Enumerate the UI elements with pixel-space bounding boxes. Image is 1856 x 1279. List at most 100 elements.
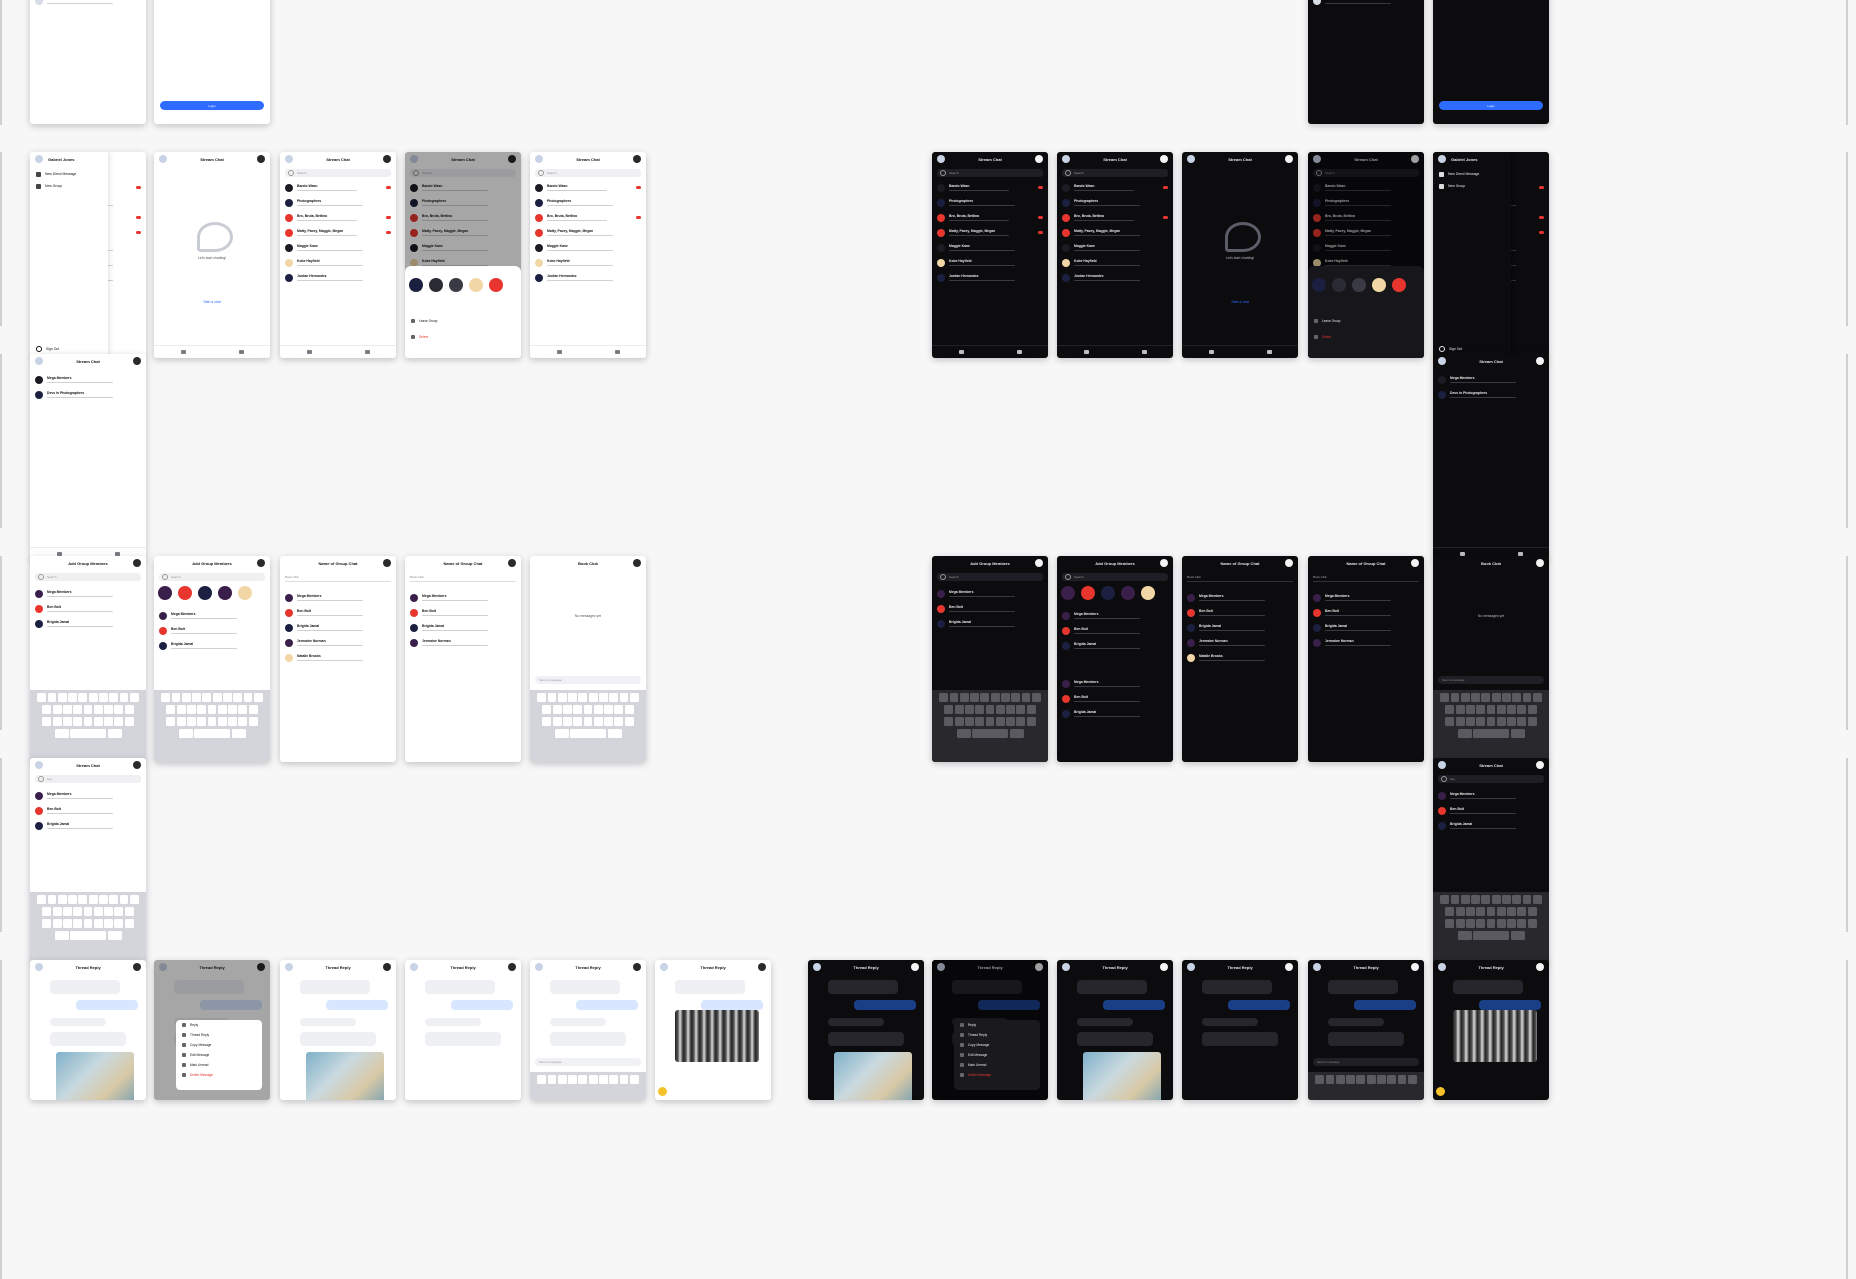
list-item[interactable]: Ben Bolt bbox=[1057, 623, 1173, 638]
list-item[interactable]: Mega Members bbox=[1433, 788, 1549, 803]
chat-tab-icon[interactable] bbox=[1083, 350, 1089, 354]
list-item[interactable]: Ben Bolt bbox=[1308, 605, 1424, 620]
key[interactable] bbox=[588, 693, 598, 702]
key[interactable] bbox=[243, 693, 253, 702]
avatar[interactable] bbox=[285, 155, 293, 163]
compose-icon[interactable] bbox=[133, 963, 141, 971]
search-input[interactable]: Search bbox=[1313, 169, 1419, 177]
key[interactable] bbox=[114, 705, 124, 714]
key[interactable] bbox=[73, 717, 83, 726]
key[interactable] bbox=[959, 693, 969, 702]
key[interactable] bbox=[104, 907, 113, 916]
list-item[interactable]: Maggie Kane bbox=[405, 240, 521, 255]
key[interactable] bbox=[166, 705, 176, 714]
key[interactable] bbox=[63, 919, 72, 928]
key[interactable] bbox=[1440, 895, 1450, 904]
compose-icon[interactable] bbox=[1536, 357, 1544, 365]
list-item[interactable]: Photographers bbox=[1057, 195, 1173, 210]
key[interactable] bbox=[588, 1075, 598, 1084]
key[interactable] bbox=[554, 729, 569, 738]
key[interactable] bbox=[985, 705, 995, 714]
key[interactable] bbox=[52, 717, 62, 726]
key[interactable] bbox=[1476, 907, 1486, 916]
key[interactable] bbox=[178, 729, 193, 738]
list-item[interactable]: Bro, Bruta, Bettina bbox=[1057, 210, 1173, 225]
key[interactable] bbox=[563, 705, 572, 714]
photo-attachment[interactable] bbox=[1083, 1052, 1161, 1100]
list-item[interactable]: Photographers bbox=[932, 195, 1048, 210]
message-bubble[interactable] bbox=[675, 980, 745, 994]
key[interactable] bbox=[107, 931, 122, 940]
key[interactable] bbox=[557, 1075, 567, 1084]
key[interactable] bbox=[1486, 717, 1496, 726]
selected-member-avatar[interactable] bbox=[1141, 586, 1155, 600]
list-item[interactable]: Brigida Jamal bbox=[1182, 620, 1298, 635]
key[interactable] bbox=[42, 705, 52, 714]
list-item[interactable]: Kobe Hayfield bbox=[1057, 255, 1173, 270]
key[interactable] bbox=[176, 717, 186, 726]
compose-icon[interactable] bbox=[508, 963, 516, 971]
key[interactable] bbox=[197, 705, 207, 714]
key[interactable] bbox=[609, 1075, 619, 1084]
selected-member-avatar[interactable] bbox=[1121, 586, 1135, 600]
message-bubble[interactable] bbox=[1202, 1032, 1278, 1046]
key[interactable] bbox=[1471, 895, 1480, 904]
key[interactable] bbox=[207, 705, 217, 714]
search-input[interactable]: Search bbox=[410, 169, 516, 177]
list-item[interactable]: Brigida Jamal bbox=[405, 620, 521, 635]
compose-icon[interactable] bbox=[383, 559, 391, 567]
list-item[interactable]: Matty, Pacey, Maggie, Megan bbox=[405, 225, 521, 240]
compose-icon[interactable] bbox=[133, 761, 141, 769]
avatar[interactable] bbox=[1313, 963, 1321, 971]
compose-icon[interactable] bbox=[1160, 155, 1168, 163]
compose-icon[interactable] bbox=[633, 963, 641, 971]
message-input[interactable]: Send a message bbox=[535, 676, 641, 684]
key[interactable] bbox=[37, 693, 47, 702]
key[interactable] bbox=[1457, 931, 1472, 940]
message-bubble[interactable] bbox=[550, 1032, 626, 1046]
key[interactable] bbox=[114, 907, 124, 916]
key[interactable] bbox=[1486, 907, 1496, 916]
compose-icon[interactable] bbox=[633, 559, 641, 567]
key[interactable] bbox=[1496, 919, 1506, 928]
message-bubble[interactable] bbox=[1228, 1000, 1290, 1010]
key[interactable] bbox=[624, 717, 634, 726]
key[interactable] bbox=[573, 705, 583, 714]
selected-member-avatar[interactable] bbox=[1101, 586, 1115, 600]
key[interactable] bbox=[248, 717, 258, 726]
group-name-input[interactable]: Book Club bbox=[410, 573, 516, 582]
list-item[interactable]: Ben Bolt bbox=[30, 803, 146, 818]
avatar[interactable] bbox=[159, 963, 167, 971]
key[interactable] bbox=[83, 717, 93, 726]
key[interactable] bbox=[42, 919, 52, 928]
delete-message-item[interactable]: Delete Message bbox=[176, 1070, 262, 1080]
message-bubble[interactable] bbox=[828, 1032, 904, 1046]
key[interactable] bbox=[1532, 895, 1542, 904]
list-item[interactable]: Mega Members bbox=[405, 590, 521, 605]
mark-unread-item[interactable]: Mark Unread bbox=[954, 1060, 1040, 1070]
compose-icon[interactable] bbox=[1411, 963, 1419, 971]
compose-icon[interactable] bbox=[758, 963, 766, 971]
list-item[interactable]: Bro, Bruta, Bettina bbox=[405, 210, 521, 225]
key[interactable] bbox=[1407, 1075, 1417, 1084]
new-direct-message-item[interactable]: New Direct Message bbox=[1433, 168, 1511, 180]
compose-icon[interactable] bbox=[508, 559, 516, 567]
key[interactable] bbox=[1387, 1075, 1397, 1084]
key[interactable] bbox=[1001, 693, 1010, 702]
list-item[interactable]: Maggie Kane bbox=[280, 240, 396, 255]
space-key[interactable] bbox=[1473, 729, 1509, 738]
key[interactable] bbox=[1476, 705, 1486, 714]
key[interactable] bbox=[614, 717, 624, 726]
key[interactable] bbox=[42, 907, 52, 916]
key[interactable] bbox=[109, 693, 119, 702]
key[interactable] bbox=[609, 693, 619, 702]
search-input[interactable]: Search bbox=[937, 169, 1043, 177]
mentions-tab-icon[interactable] bbox=[114, 552, 120, 556]
key[interactable] bbox=[619, 693, 629, 702]
photo-attachment[interactable] bbox=[1453, 1010, 1537, 1062]
compose-icon[interactable] bbox=[1160, 559, 1168, 567]
key[interactable] bbox=[1325, 1075, 1335, 1084]
avatar[interactable] bbox=[937, 155, 945, 163]
login-button[interactable]: Login bbox=[160, 101, 264, 110]
key[interactable] bbox=[54, 931, 69, 940]
